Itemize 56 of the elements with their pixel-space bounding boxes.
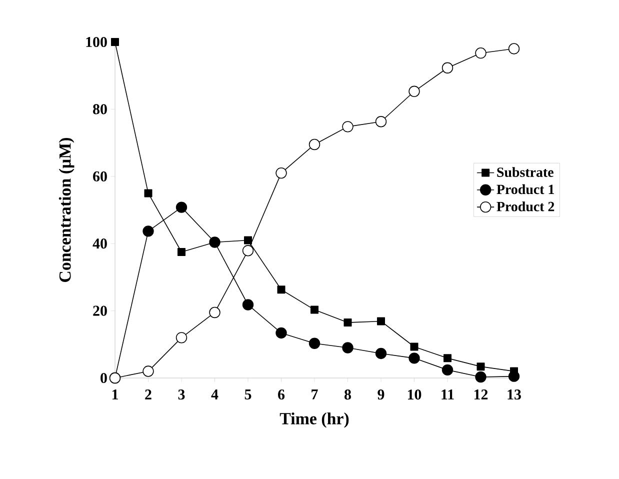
point xyxy=(111,38,119,46)
point xyxy=(144,189,152,198)
x-tick-label: 11 xyxy=(442,390,454,400)
x-tick-label: 12 xyxy=(474,390,488,400)
point xyxy=(375,348,387,360)
point xyxy=(344,318,352,327)
x-tick-label: 8 xyxy=(344,390,351,400)
point xyxy=(377,317,385,326)
x-tick-label: 5 xyxy=(244,390,252,400)
x-tick-label: 3 xyxy=(178,390,185,400)
y-tick-label: 60 xyxy=(93,171,107,182)
y-tick-label: 40 xyxy=(92,238,107,249)
y-tick-label: 100 xyxy=(86,36,107,48)
point xyxy=(242,299,254,310)
x-tick-label: 7 xyxy=(312,390,318,400)
point xyxy=(410,342,418,351)
x-tick-label: 6 xyxy=(278,390,285,400)
y-tick-label: 80 xyxy=(93,104,107,114)
point xyxy=(276,167,287,179)
y-tick-label: 20 xyxy=(93,306,107,316)
point xyxy=(310,306,318,314)
point xyxy=(408,352,420,364)
point xyxy=(408,86,420,97)
point xyxy=(442,364,454,376)
point xyxy=(308,138,320,150)
point xyxy=(176,332,188,344)
legend-label: Product 2 xyxy=(496,201,554,212)
point xyxy=(342,342,354,354)
legend-label: Substrate xyxy=(497,167,554,177)
point xyxy=(142,226,154,237)
x-tick-label: 1 xyxy=(112,390,118,400)
point xyxy=(244,236,252,244)
point xyxy=(178,248,186,256)
x-tick-label: 9 xyxy=(378,390,384,400)
point xyxy=(375,116,387,128)
y-tick-label: 0 xyxy=(100,372,107,384)
point xyxy=(142,366,154,377)
point xyxy=(342,121,354,132)
point xyxy=(276,327,287,339)
point xyxy=(475,371,486,383)
x-tick-label: 4 xyxy=(211,390,218,400)
point xyxy=(209,306,220,318)
y-axis-title: Concentration (μM) xyxy=(58,138,74,282)
point xyxy=(476,362,485,371)
x-tick-label: 2 xyxy=(145,390,152,400)
point xyxy=(277,286,286,294)
point xyxy=(308,338,320,349)
point xyxy=(475,47,486,59)
point xyxy=(442,62,454,74)
x-tick-label: 10 xyxy=(408,390,422,400)
point xyxy=(444,354,452,362)
point xyxy=(242,245,254,256)
x-axis-title: Time (hr) xyxy=(280,412,349,428)
point xyxy=(176,202,188,213)
x-tick-label: 13 xyxy=(508,390,521,400)
legend-label: Product 1 xyxy=(496,184,554,194)
